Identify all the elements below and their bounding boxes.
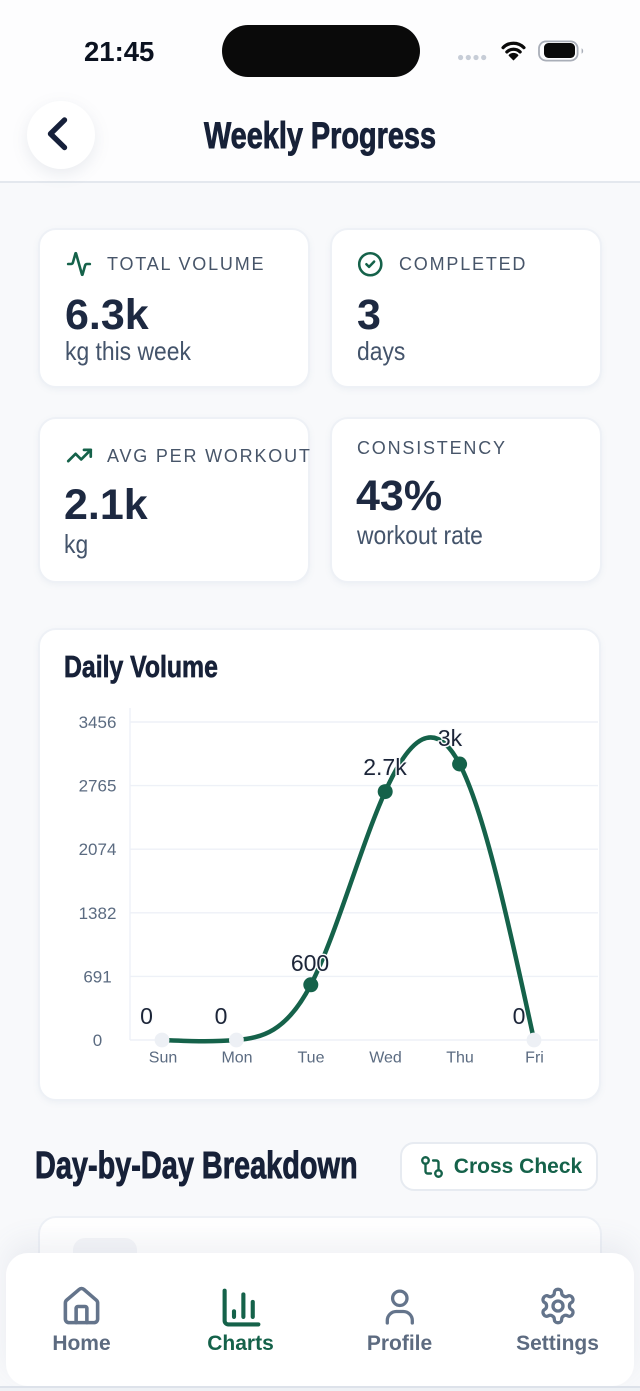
svg-text:1382: 1382 (79, 904, 117, 923)
svg-text:0: 0 (140, 1003, 153, 1029)
svg-text:2074: 2074 (79, 840, 117, 859)
svg-text:2765: 2765 (79, 777, 117, 796)
svg-text:Mon: Mon (221, 1050, 252, 1067)
svg-text:691: 691 (83, 967, 111, 986)
svg-text:0: 0 (215, 1003, 228, 1029)
svg-text:0: 0 (93, 1031, 102, 1050)
svg-text:600: 600 (291, 950, 329, 976)
svg-text:Thu: Thu (446, 1050, 474, 1067)
svg-text:3456: 3456 (79, 713, 117, 732)
svg-text:0: 0 (513, 1003, 526, 1029)
svg-text:Wed: Wed (369, 1050, 402, 1067)
svg-text:Fri: Fri (525, 1050, 544, 1067)
svg-text:Tue: Tue (298, 1050, 325, 1067)
svg-text:2.7k: 2.7k (363, 754, 407, 780)
svg-text:3k: 3k (438, 725, 463, 751)
svg-text:Sun: Sun (149, 1050, 177, 1067)
